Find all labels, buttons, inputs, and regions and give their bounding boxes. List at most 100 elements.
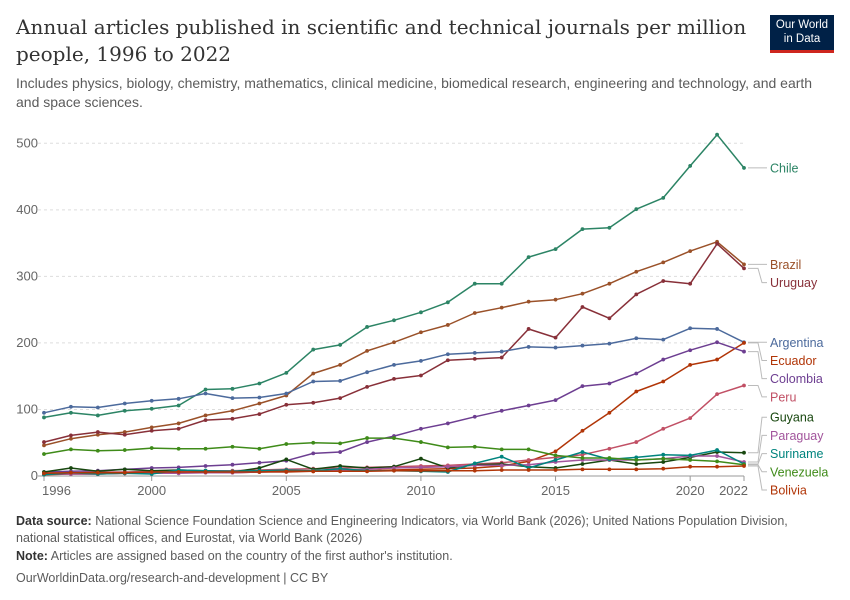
point-bolivia-2004 (257, 470, 262, 474)
point-venezuela-2018 (634, 458, 639, 462)
point-peru-2019 (661, 426, 666, 431)
note-label: Note: (16, 549, 48, 563)
point-chile-2000 (149, 406, 154, 411)
point-venezuela-1996 (42, 452, 46, 456)
point-paraguay-2013 (499, 463, 504, 468)
series-label-guyana: Guyana (770, 411, 814, 425)
series-label-brazil: Brazil (770, 258, 801, 272)
point-brazil-2013 (499, 305, 504, 310)
point-brazil-2011 (445, 323, 450, 327)
point-brazil-2017 (607, 281, 612, 286)
point-venezuela-2003 (230, 444, 235, 449)
point-colombia-2008 (365, 440, 369, 444)
point-colombia-2000 (149, 466, 154, 470)
point-chile-2008 (365, 325, 369, 329)
point-colombia-2014 (526, 403, 531, 408)
chart-subtitle: Includes physics, biology, chemistry, ma… (16, 75, 813, 110)
label-connector-paraguay (748, 434, 767, 463)
point-uruguay-2007 (338, 396, 343, 401)
point-ecuador-2021 (715, 357, 719, 362)
point-venezuela-2007 (338, 441, 343, 446)
point-venezuela-2017 (607, 456, 612, 460)
point-chile-1998 (95, 413, 100, 418)
point-argentina-2019 (661, 337, 666, 342)
data-source: Data source: National Science Foundation… (16, 513, 826, 547)
point-chile-2013 (499, 281, 504, 286)
point-brazil-2007 (338, 362, 343, 367)
point-argentina-2000 (149, 398, 154, 403)
point-bolivia-2015 (553, 468, 558, 472)
point-chile-1997 (69, 410, 73, 415)
point-brazil-1996 (42, 443, 46, 448)
point-chile-2010 (419, 310, 423, 315)
point-chile-2005 (284, 370, 289, 375)
point-bolivia-1999 (122, 470, 127, 475)
point-argentina-2006 (311, 379, 316, 384)
point-brazil-2014 (526, 299, 531, 304)
point-bolivia-2002 (203, 470, 208, 474)
point-venezuela-2002 (203, 446, 208, 451)
point-venezuela-1998 (95, 448, 100, 453)
x-tick-2022: 2022 (719, 483, 748, 498)
point-brazil-2006 (311, 371, 316, 376)
point-colombia-2020 (688, 348, 693, 353)
series-label-ecuador: Ecuador (770, 354, 817, 368)
point-brazil-2016 (580, 291, 585, 296)
point-chile-2003 (230, 386, 235, 391)
point-chile-2002 (203, 387, 208, 392)
point-uruguay-2018 (634, 292, 639, 297)
point-bolivia-2008 (365, 469, 369, 474)
point-colombia-2004 (257, 460, 262, 465)
point-argentina-2002 (203, 391, 208, 396)
point-colombia-2007 (338, 450, 343, 454)
point-uruguay-1997 (69, 433, 73, 438)
point-uruguay-1999 (122, 432, 127, 437)
point-suriname-2021 (715, 448, 719, 452)
owid-logo[interactable]: Our World in Data (770, 15, 834, 53)
chart-note: Note: Articles are assigned based on the… (16, 548, 826, 565)
point-brazil-2008 (365, 349, 369, 353)
point-colombia-2013 (499, 408, 504, 413)
point-peru-2021 (715, 392, 719, 397)
point-paraguay-2014 (526, 462, 531, 467)
data-source-text: National Science Foundation Science and … (16, 514, 788, 545)
point-bolivia-1996 (42, 471, 46, 476)
point-brazil-1999 (122, 430, 127, 434)
y-tick-100: 100 (16, 401, 38, 416)
y-tick-400: 400 (16, 202, 38, 217)
point-venezuela-2011 (445, 445, 450, 450)
point-argentina-2004 (257, 395, 262, 400)
point-ecuador-2020 (688, 362, 693, 367)
series-line-venezuela (43, 437, 745, 466)
point-brazil-2003 (230, 408, 235, 413)
point-brazil-2001 (176, 421, 181, 426)
data-source-label: Data source: (16, 514, 92, 528)
note-text: Articles are assigned based on the count… (50, 549, 453, 563)
point-bolivia-2013 (499, 468, 504, 472)
point-brazil-2002 (203, 413, 208, 418)
point-venezuela-2004 (257, 446, 262, 451)
point-argentina-2015 (553, 345, 558, 350)
point-peru-2016 (580, 452, 585, 457)
point-bolivia-2005 (284, 469, 289, 474)
point-uruguay-2016 (580, 305, 585, 309)
point-bolivia-2003 (230, 470, 235, 474)
point-suriname-2012 (472, 461, 477, 466)
point-ecuador-2015 (553, 449, 558, 454)
point-uruguay-1998 (95, 430, 100, 434)
y-tick-300: 300 (16, 268, 38, 283)
point-brazil-1998 (95, 432, 100, 437)
point-venezuela-2000 (149, 446, 154, 450)
point-bolivia-2022 (742, 464, 746, 468)
series-label-argentina: Argentina (770, 336, 824, 350)
logo-line-1: Our World (775, 19, 829, 31)
point-chile-2017 (607, 225, 612, 230)
point-suriname-2020 (688, 453, 693, 458)
credit-link[interactable]: OurWorldinData.org/research-and-developm… (16, 571, 329, 585)
x-tick-1996: 1996 (42, 483, 71, 498)
point-uruguay-2022 (742, 266, 746, 271)
point-paraguay-2010 (419, 465, 423, 470)
point-suriname-2019 (661, 452, 666, 457)
series-line-colombia (43, 341, 745, 473)
point-colombia-2002 (203, 464, 208, 468)
